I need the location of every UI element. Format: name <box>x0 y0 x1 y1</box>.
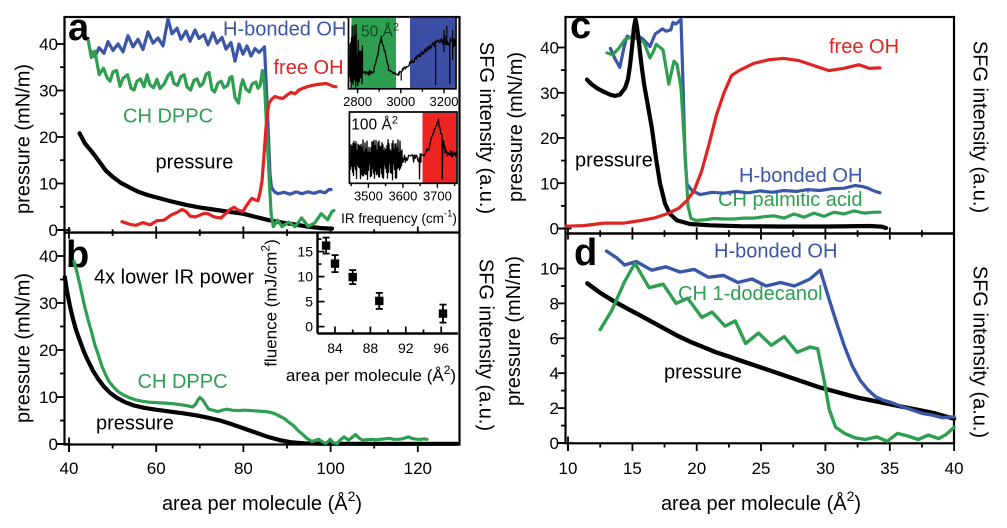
svg-text:25: 25 <box>752 459 771 478</box>
svg-text:CH DPPC: CH DPPC <box>138 371 228 393</box>
svg-text:pressure: pressure <box>156 152 234 174</box>
svg-text:CH palmitic acid: CH palmitic acid <box>718 189 862 211</box>
svg-text:88: 88 <box>363 340 379 356</box>
svg-text:40: 40 <box>39 35 58 54</box>
svg-text:30: 30 <box>540 84 559 103</box>
svg-text:100 Å2: 100 Å2 <box>351 115 398 134</box>
svg-text:40: 40 <box>540 39 559 58</box>
svg-text:0: 0 <box>305 319 313 335</box>
svg-text:10: 10 <box>540 174 559 193</box>
svg-text:30: 30 <box>39 294 58 313</box>
svg-text:8: 8 <box>550 294 559 313</box>
svg-text:SFG intensity (a.u.): SFG intensity (a.u.) <box>969 41 991 213</box>
svg-text:20: 20 <box>39 341 58 360</box>
svg-text:84: 84 <box>327 340 343 356</box>
svg-text:SFG intensity (a.u.): SFG intensity (a.u.) <box>475 42 497 214</box>
svg-text:10: 10 <box>39 175 58 194</box>
svg-text:80: 80 <box>234 459 253 478</box>
svg-text:CH DPPC: CH DPPC <box>123 106 213 128</box>
svg-text:30: 30 <box>816 459 835 478</box>
svg-text:fluence (mJ/cm2): fluence (mJ/cm2) <box>259 239 281 367</box>
svg-text:0: 0 <box>550 434 559 453</box>
svg-text:pressure (mN/m): pressure (mN/m) <box>505 52 527 202</box>
svg-text:40: 40 <box>39 247 58 266</box>
svg-text:5: 5 <box>305 294 313 310</box>
svg-text:free OH: free OH <box>829 36 899 58</box>
svg-text:6: 6 <box>550 329 559 348</box>
svg-text:0: 0 <box>550 220 559 239</box>
svg-text:H-bonded OH: H-bonded OH <box>739 165 862 187</box>
svg-text:pressure: pressure <box>575 150 653 172</box>
svg-text:4: 4 <box>550 364 559 383</box>
svg-text:area per molecule (Å2): area per molecule (Å2) <box>286 363 456 385</box>
svg-text:2: 2 <box>550 399 559 418</box>
svg-text:4x lower IR power: 4x lower IR power <box>94 267 254 289</box>
svg-text:0: 0 <box>49 435 58 454</box>
svg-text:10: 10 <box>540 260 559 279</box>
svg-text:20: 20 <box>39 128 58 147</box>
svg-text:50 Å2: 50 Å2 <box>361 22 399 41</box>
svg-text:area per molecule (Å2): area per molecule (Å2) <box>661 488 861 515</box>
svg-text:3200: 3200 <box>430 94 459 109</box>
svg-text:3000: 3000 <box>386 94 415 109</box>
svg-text:60: 60 <box>147 459 166 478</box>
svg-text:10: 10 <box>297 269 313 285</box>
svg-text:30: 30 <box>39 82 58 101</box>
svg-text:10: 10 <box>39 388 58 407</box>
svg-text:35: 35 <box>880 459 899 478</box>
svg-text:92: 92 <box>398 340 414 356</box>
svg-text:20: 20 <box>540 129 559 148</box>
svg-text:96: 96 <box>433 340 449 356</box>
svg-text:c: c <box>570 5 591 47</box>
svg-text:pressure (mN/m): pressure (mN/m) <box>13 273 35 423</box>
svg-text:SFG intensity (a.u.): SFG intensity (a.u.) <box>969 266 991 438</box>
svg-text:b: b <box>66 234 89 276</box>
svg-text:H-bonded OH: H-bonded OH <box>714 241 837 263</box>
svg-text:15: 15 <box>623 459 642 478</box>
svg-text:d: d <box>574 232 597 274</box>
svg-text:2800: 2800 <box>343 94 372 109</box>
svg-text:3600: 3600 <box>388 189 417 204</box>
svg-text:3700: 3700 <box>423 189 452 204</box>
svg-text:pressure: pressure <box>96 413 174 435</box>
svg-text:a: a <box>68 7 90 49</box>
svg-text:0: 0 <box>49 221 58 240</box>
svg-text:40: 40 <box>60 459 79 478</box>
svg-text:pressure (mN/m): pressure (mN/m) <box>503 256 525 406</box>
svg-text:40: 40 <box>945 459 964 478</box>
svg-text:SFG intensity (a.u.): SFG intensity (a.u.) <box>475 259 497 431</box>
svg-text:3500: 3500 <box>354 189 383 204</box>
svg-text:IR frequency (cm-1): IR frequency (cm-1) <box>341 209 457 227</box>
svg-text:area per molecule (Å2): area per molecule (Å2) <box>162 488 362 515</box>
svg-text:120: 120 <box>404 459 432 478</box>
svg-text:100: 100 <box>316 459 344 478</box>
svg-text:pressure: pressure <box>664 362 742 384</box>
svg-text:pressure (mN/m): pressure (mN/m) <box>13 64 35 214</box>
svg-text:free OH: free OH <box>274 57 344 79</box>
svg-text:20: 20 <box>687 459 706 478</box>
svg-text:15: 15 <box>297 244 313 260</box>
svg-text:H-bonded OH: H-bonded OH <box>223 19 346 41</box>
svg-text:10: 10 <box>559 459 578 478</box>
svg-text:CH 1-dodecanol: CH 1-dodecanol <box>678 283 823 305</box>
